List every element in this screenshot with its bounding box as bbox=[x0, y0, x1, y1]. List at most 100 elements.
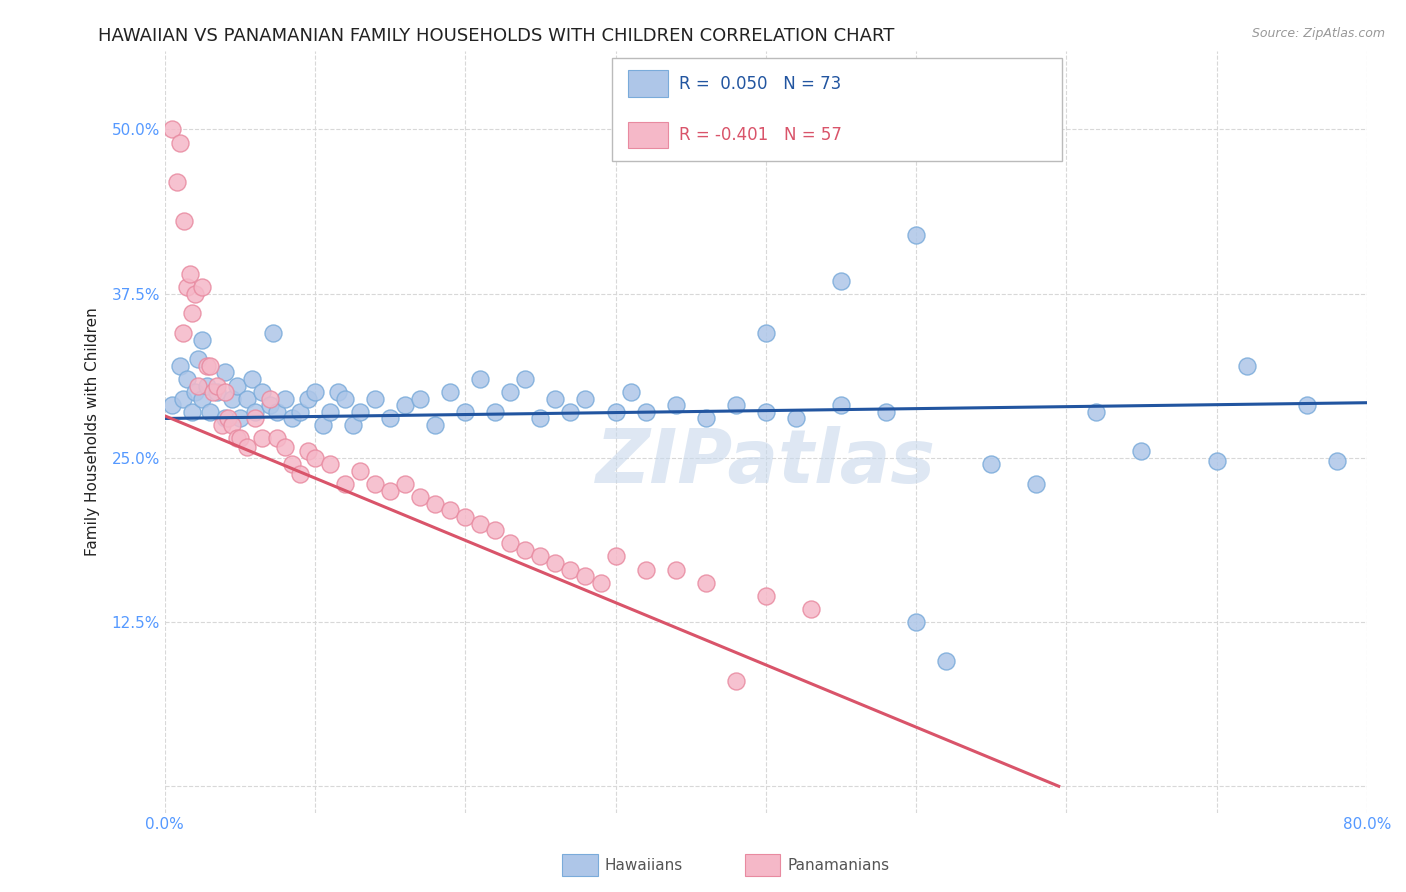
Point bbox=[544, 556, 567, 570]
Point bbox=[560, 405, 582, 419]
Point bbox=[252, 431, 274, 445]
Point bbox=[319, 458, 342, 472]
Point bbox=[214, 411, 236, 425]
Point bbox=[187, 352, 209, 367]
Point bbox=[935, 655, 957, 669]
Point bbox=[409, 490, 432, 504]
Text: Source: ZipAtlas.com: Source: ZipAtlas.com bbox=[1251, 27, 1385, 40]
Point bbox=[529, 549, 551, 564]
Point bbox=[297, 444, 319, 458]
Point bbox=[259, 392, 281, 406]
Point bbox=[201, 385, 224, 400]
Point bbox=[589, 575, 612, 590]
Point bbox=[875, 405, 897, 419]
Point bbox=[229, 411, 252, 425]
Point bbox=[333, 392, 356, 406]
Point bbox=[304, 385, 326, 400]
Point bbox=[184, 286, 207, 301]
Point bbox=[830, 398, 852, 412]
Text: ZIPatlas: ZIPatlas bbox=[596, 425, 936, 499]
Point bbox=[574, 569, 596, 583]
Point bbox=[198, 359, 221, 373]
Point bbox=[297, 392, 319, 406]
Point bbox=[560, 562, 582, 576]
Point bbox=[454, 405, 477, 419]
Point bbox=[162, 122, 184, 136]
Point bbox=[211, 418, 233, 433]
Point bbox=[605, 549, 627, 564]
Point bbox=[454, 510, 477, 524]
Point bbox=[499, 536, 522, 550]
Point bbox=[349, 405, 371, 419]
Point bbox=[425, 418, 447, 433]
Point bbox=[169, 359, 191, 373]
Point bbox=[394, 398, 416, 412]
Point bbox=[605, 405, 627, 419]
Point bbox=[281, 458, 304, 472]
Point bbox=[243, 411, 266, 425]
Point bbox=[207, 385, 229, 400]
Point bbox=[724, 674, 747, 689]
Point bbox=[619, 385, 641, 400]
Point bbox=[905, 227, 928, 242]
Point bbox=[695, 411, 717, 425]
Point bbox=[221, 418, 243, 433]
Point bbox=[499, 385, 522, 400]
Point bbox=[187, 378, 209, 392]
Point bbox=[830, 274, 852, 288]
Point bbox=[274, 441, 297, 455]
Point bbox=[905, 615, 928, 629]
Point bbox=[225, 431, 247, 445]
Point bbox=[319, 405, 342, 419]
Point bbox=[304, 450, 326, 465]
Point bbox=[980, 458, 1002, 472]
Point bbox=[173, 214, 195, 228]
Text: Panamanians: Panamanians bbox=[787, 858, 890, 872]
Point bbox=[425, 497, 447, 511]
Point bbox=[172, 326, 194, 340]
Point bbox=[515, 372, 537, 386]
Point bbox=[342, 418, 364, 433]
Point bbox=[288, 467, 311, 481]
Point bbox=[529, 411, 551, 425]
Point bbox=[1295, 398, 1317, 412]
Point bbox=[409, 392, 432, 406]
Point bbox=[378, 411, 401, 425]
Point bbox=[266, 431, 288, 445]
Point bbox=[191, 333, 214, 347]
Point bbox=[217, 411, 239, 425]
Point bbox=[695, 575, 717, 590]
Text: Hawaiians: Hawaiians bbox=[605, 858, 683, 872]
Point bbox=[1326, 453, 1348, 467]
Point bbox=[236, 441, 259, 455]
Point bbox=[1085, 405, 1108, 419]
Point bbox=[274, 392, 297, 406]
Point bbox=[176, 280, 198, 294]
Point bbox=[266, 405, 288, 419]
Point bbox=[195, 359, 218, 373]
Point bbox=[665, 562, 688, 576]
Point bbox=[378, 483, 401, 498]
Point bbox=[179, 267, 201, 281]
Point bbox=[288, 405, 311, 419]
Point bbox=[214, 385, 236, 400]
Point bbox=[724, 398, 747, 412]
Point bbox=[236, 392, 259, 406]
Point bbox=[180, 405, 202, 419]
Point bbox=[162, 398, 184, 412]
Point bbox=[240, 372, 263, 386]
Point bbox=[394, 477, 416, 491]
Point bbox=[207, 378, 229, 392]
Point bbox=[184, 385, 207, 400]
Point bbox=[176, 372, 198, 386]
Point bbox=[755, 405, 778, 419]
Point bbox=[470, 372, 492, 386]
Point bbox=[665, 398, 688, 412]
Point bbox=[1130, 444, 1153, 458]
Point bbox=[262, 326, 284, 340]
Y-axis label: Family Households with Children: Family Households with Children bbox=[86, 307, 100, 556]
Point bbox=[634, 562, 657, 576]
Point bbox=[574, 392, 596, 406]
Point bbox=[259, 398, 281, 412]
Point bbox=[755, 326, 778, 340]
